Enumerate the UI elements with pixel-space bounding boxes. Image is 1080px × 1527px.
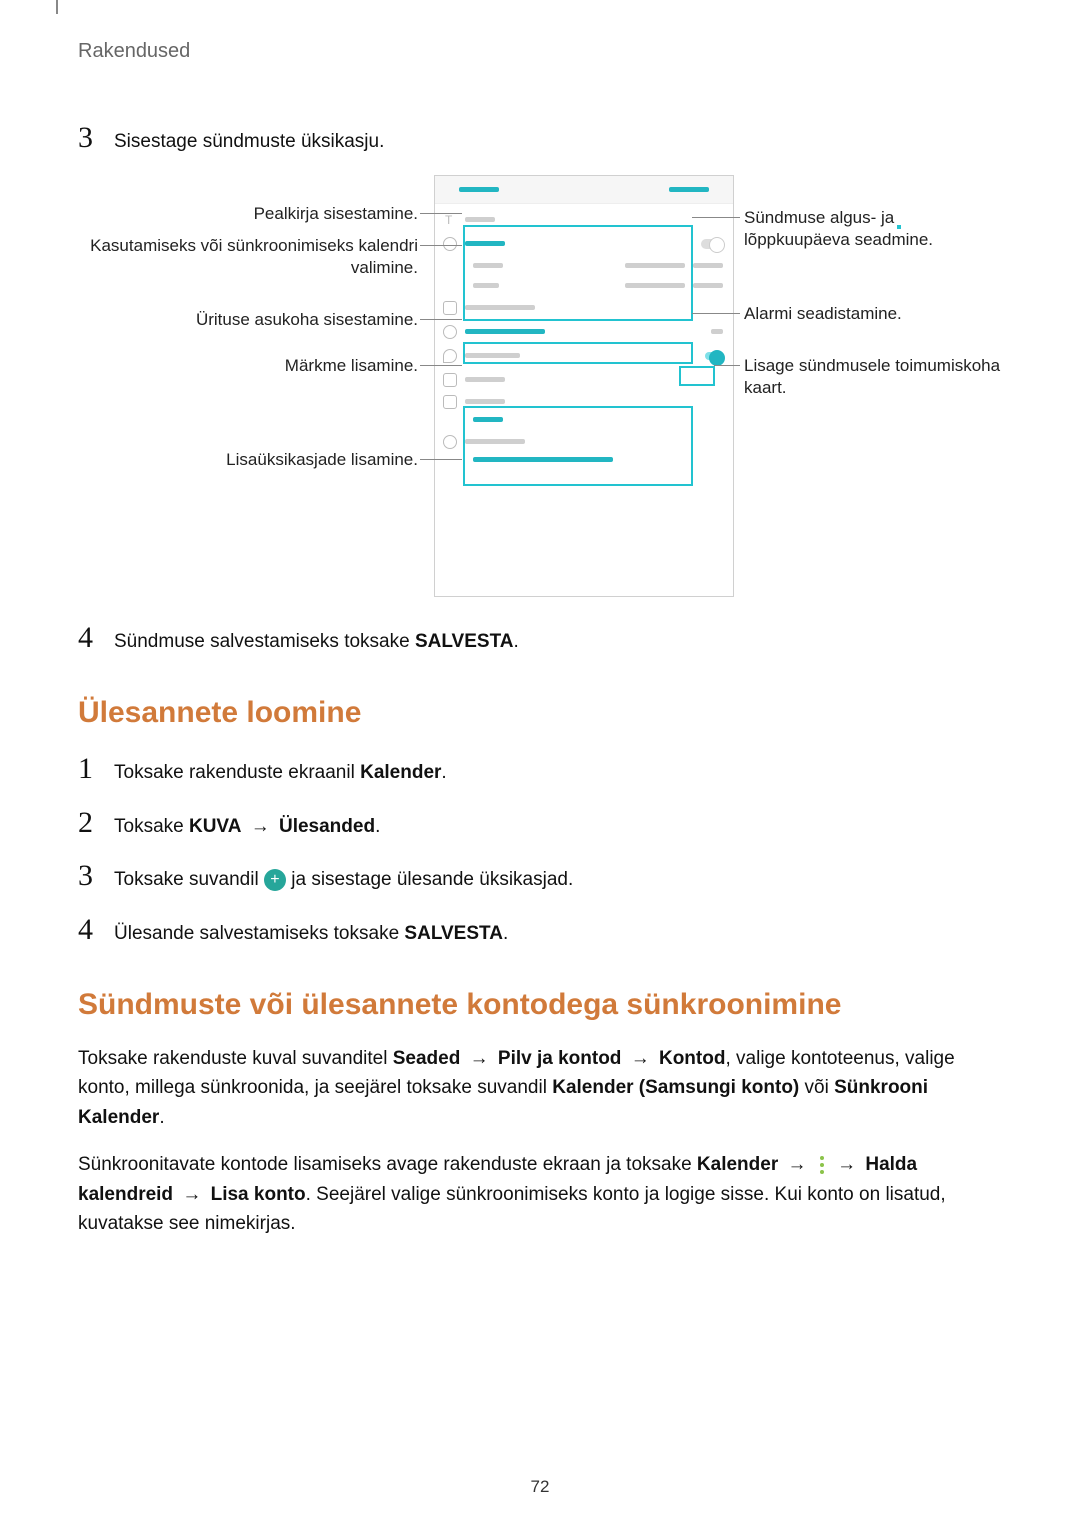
step-text: Sisestage sündmuste üksikasju. (114, 128, 384, 157)
event-form-diagram: T (78, 175, 1002, 605)
step-number: 4 (78, 913, 114, 947)
conn-r3 (714, 365, 740, 366)
cancel-button-placeholder (459, 187, 499, 192)
phone-mock: T (434, 175, 734, 597)
map-toggle (705, 352, 723, 360)
t: Sündmuse salvestamiseks toksake (114, 631, 415, 652)
step-number: 3 (78, 121, 114, 155)
step-text: Sündmuse salvestamiseks toksake SALVESTA… (114, 628, 519, 657)
label-more: Lisaüksikasjade lisamine. (78, 449, 418, 471)
tasks-step-3: 3 Toksake suvandil + ja sisestage ülesan… (78, 859, 1002, 895)
tasks-step-2: 2 Toksake KUVA → Ülesanded. (78, 806, 1002, 842)
label-title: Pealkirja sisestamine. (78, 203, 418, 225)
conn-r1 (692, 217, 740, 218)
row-note (435, 368, 733, 392)
conn-l3 (420, 319, 462, 320)
save-button-placeholder (669, 187, 709, 192)
tasks-step-1: 1 Toksake rakenduste ekraanil Kalender. (78, 752, 1002, 788)
t-bold: SALVESTA (415, 631, 514, 652)
row-calendar (435, 296, 733, 320)
step-3: 3 Sisestage sündmuste üksikasju. (78, 121, 1002, 157)
row-repeat (435, 392, 733, 412)
row-timezone-sub (435, 452, 733, 472)
step-number: 4 (78, 621, 114, 655)
step-number: 2 (78, 806, 114, 840)
tasks-step-4: 4 Ülesande salvestamiseks toksake SALVES… (78, 913, 1002, 949)
row-allday (435, 232, 733, 256)
label-dates: Sündmuse algus- ja lõppkuupäeva seadmine… (744, 207, 1004, 251)
step-text: Toksake rakenduste ekraanil Kalender. (114, 759, 447, 788)
more-icon (816, 1156, 828, 1174)
allday-toggle (701, 239, 723, 249)
label-calendar: Kasutamiseks või sünkroonimiseks kalendr… (78, 235, 418, 279)
row-alarm (435, 320, 733, 344)
label-location: Ürituse asukoha sisestamine. (78, 309, 418, 331)
page-number: 72 (0, 1477, 1080, 1497)
t: . (514, 631, 519, 652)
row-title: T (435, 208, 733, 232)
sync-para-2: Sünkroonitavate kontode lisamiseks avage… (78, 1150, 1002, 1238)
conn-l1 (420, 213, 462, 214)
step-number: 3 (78, 859, 114, 893)
heading-tasks: Ülesannete loomine (78, 696, 1002, 730)
page: Rakendused 3 Sisestage sündmuste üksikas… (0, 0, 1080, 1527)
conn-l5 (420, 459, 462, 460)
step-number: 1 (78, 752, 114, 786)
label-map: Lisage sündmusele toimumiskoha kaart. (744, 355, 1004, 399)
step-text: Toksake KUVA → Ülesanded. (114, 813, 380, 842)
row-timezone (435, 432, 733, 452)
conn-r2 (692, 313, 740, 314)
header-accent (56, 0, 58, 14)
conn-l4 (420, 365, 462, 366)
page-header: Rakendused (78, 40, 1002, 63)
row-repeat-sub (435, 412, 733, 432)
phone-topbar (435, 176, 733, 204)
row-location (435, 344, 733, 368)
step-text: Ülesande salvestamiseks toksake SALVESTA… (114, 920, 508, 949)
sync-para-1: Toksake rakenduste kuval suvanditel Sead… (78, 1044, 1002, 1132)
plus-icon: + (264, 869, 286, 891)
label-alarm: Alarmi seadistamine. (744, 303, 1004, 325)
step-4: 4 Sündmuse salvestamiseks toksake SALVES… (78, 621, 1002, 657)
conn-l2 (420, 245, 462, 246)
label-note: Märkme lisamine. (78, 355, 418, 377)
step-text: Toksake suvandil + ja sisestage ülesande… (114, 866, 573, 895)
row-end (435, 276, 733, 296)
row-start (435, 256, 733, 276)
heading-sync: Sündmuste või ülesannete kontodega sünkr… (78, 988, 1002, 1022)
